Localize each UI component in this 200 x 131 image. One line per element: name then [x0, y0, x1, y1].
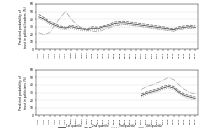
Y-axis label: Predicted probability of
trust in politicians (%): Predicted probability of trust in politi…	[19, 75, 28, 110]
Y-axis label: Predicted probability of
trust in political leaders (%): Predicted probability of trust in politi…	[19, 6, 28, 48]
Legend: 1st quartile, 2nd quartile, 3rd quartile, 4th quartile: 1st quartile, 2nd quartile, 3rd quartile…	[57, 123, 163, 130]
